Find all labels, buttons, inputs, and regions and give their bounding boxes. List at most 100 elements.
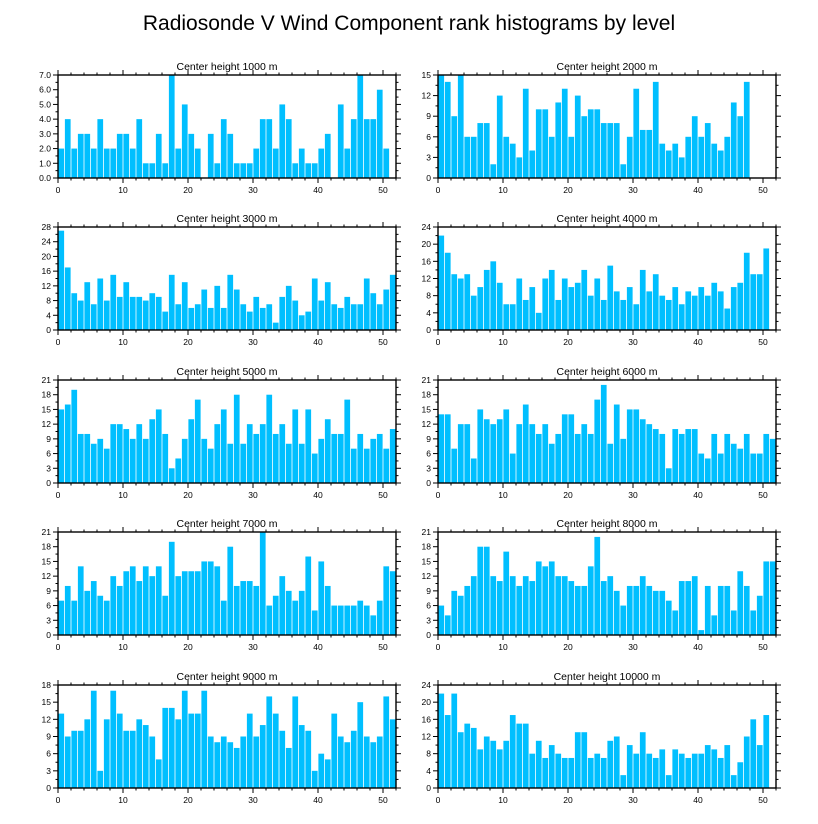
histogram-bar — [548, 745, 555, 788]
histogram-bar — [350, 605, 357, 635]
histogram-panel: Center height 1000 m 0 10 20 30 40 50 0.0 1.0 2.0… — [39, 61, 401, 195]
histogram-panel: Center height 10000 m 0 10 20 30 40 50 0 4 8 12 16 2… — [422, 671, 781, 805]
histogram-bar — [214, 285, 221, 330]
histogram-bar — [626, 287, 633, 330]
y-tick-label: 4 — [426, 308, 431, 318]
histogram-bar — [607, 443, 614, 483]
histogram-bar — [704, 745, 711, 788]
histogram-bar — [535, 433, 542, 483]
histogram-bar — [496, 419, 503, 483]
histogram-bar — [691, 576, 698, 635]
histogram-bar — [220, 600, 227, 635]
histogram-bar — [227, 546, 234, 635]
histogram-bar — [542, 424, 549, 483]
histogram-bar — [181, 690, 188, 788]
histogram-bar — [227, 443, 234, 483]
histogram-bar — [344, 742, 351, 788]
histogram-bar — [743, 736, 750, 788]
histogram-bar — [763, 248, 770, 330]
histogram-bar — [162, 707, 169, 788]
histogram-bar — [665, 468, 672, 483]
y-tick-label: 5.0 — [39, 99, 51, 109]
y-tick-label: 18 — [42, 390, 52, 400]
histogram-bar — [685, 136, 692, 178]
histogram-bar — [685, 291, 692, 331]
histogram-bar — [496, 581, 503, 635]
histogram-bar — [613, 590, 620, 635]
histogram-bar — [110, 274, 117, 330]
y-tick-label: 15 — [422, 404, 432, 414]
y-tick-label: 4 — [426, 766, 431, 776]
histogram-bar — [123, 429, 130, 483]
histogram-bar — [350, 119, 357, 178]
histogram-bar — [678, 157, 685, 178]
y-tick-label: 4 — [46, 310, 51, 320]
histogram-bar — [253, 736, 260, 788]
histogram-bar — [318, 148, 325, 178]
histogram-bar — [574, 585, 581, 635]
x-tick-label: 30 — [248, 337, 258, 347]
histogram-bar — [496, 282, 503, 330]
histogram-bar — [561, 278, 568, 330]
y-tick-label: 9 — [46, 732, 51, 742]
histogram-bar — [318, 438, 325, 483]
histogram-bar — [561, 88, 568, 178]
histogram-bar — [607, 740, 614, 788]
histogram-bar — [737, 116, 744, 178]
histogram-bar — [298, 443, 305, 483]
x-tick-label: 20 — [183, 185, 193, 195]
histogram-bar — [457, 424, 464, 483]
histogram-bar — [613, 736, 620, 788]
y-tick-label: 16 — [422, 256, 432, 266]
histogram-bar — [496, 95, 503, 178]
histogram-bar — [305, 409, 312, 483]
histogram-bar — [136, 581, 143, 635]
y-tick-label: 0 — [46, 783, 51, 793]
histogram-bar — [116, 133, 123, 178]
histogram-bar — [464, 274, 471, 330]
histogram-bar — [103, 448, 110, 483]
y-tick-label: 12 — [422, 732, 432, 742]
histogram-bar — [581, 269, 588, 330]
histogram-bar — [324, 133, 331, 178]
histogram-bar — [292, 300, 299, 330]
histogram-bar — [370, 438, 377, 483]
histogram-bar — [207, 736, 214, 788]
x-tick-label: 0 — [56, 490, 61, 500]
x-tick-label: 10 — [498, 185, 508, 195]
y-tick-label: 24 — [422, 222, 432, 232]
histogram-bar — [188, 419, 195, 483]
histogram-bar — [77, 133, 84, 178]
histogram-bar — [483, 419, 490, 483]
histogram-bar — [646, 753, 653, 788]
x-tick-label: 20 — [563, 642, 573, 652]
histogram-bar — [220, 409, 227, 483]
x-tick-label: 10 — [498, 337, 508, 347]
histogram-bar — [77, 730, 84, 788]
histogram-bar — [285, 747, 292, 788]
histogram-bar — [324, 759, 331, 788]
histogram-bar — [743, 81, 750, 178]
y-tick-label: 18 — [422, 390, 432, 400]
histogram-bar — [298, 148, 305, 178]
histogram-bar — [350, 448, 357, 483]
histogram-bar — [490, 424, 497, 483]
histogram-bar — [542, 566, 549, 635]
histogram-bar — [607, 576, 614, 635]
histogram-bar — [548, 136, 555, 178]
histogram-bar — [568, 581, 575, 635]
histogram-bar — [357, 433, 364, 483]
histogram-bar — [607, 123, 614, 178]
histogram-bar — [259, 532, 266, 635]
histogram-bar — [529, 581, 536, 635]
histogram-bar — [561, 576, 568, 635]
histogram-bar — [337, 605, 344, 635]
histogram-bar — [561, 414, 568, 483]
histogram-bar — [357, 304, 364, 330]
y-tick-label: 0 — [426, 630, 431, 640]
x-tick-label: 20 — [563, 185, 573, 195]
histogram-bar — [103, 148, 110, 178]
histogram-bar — [71, 148, 78, 178]
histogram-bar — [503, 740, 510, 788]
histogram-bar — [181, 438, 188, 483]
